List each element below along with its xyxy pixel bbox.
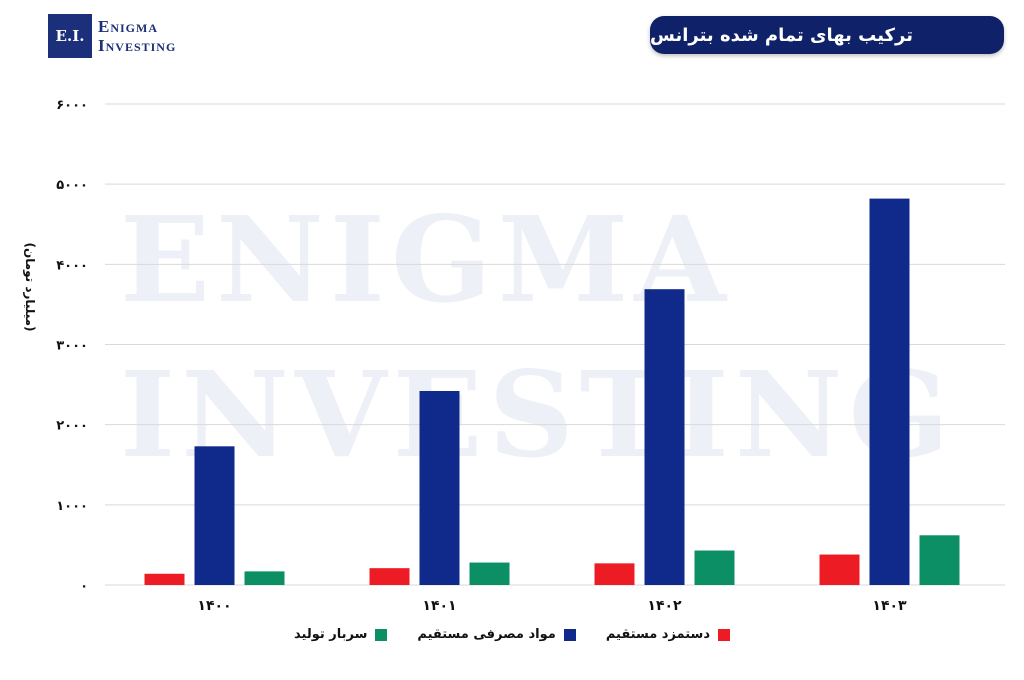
bar-0-1 [194, 446, 235, 585]
y-tick-label: ۴۰۰۰ [56, 258, 88, 273]
logo-text: Enigma Investing [98, 17, 176, 55]
bar-3-2 [919, 535, 960, 585]
bar-2-0 [594, 563, 635, 585]
brand-logo: E.I. Enigma Investing [48, 14, 176, 58]
logo-line1: Enigma [98, 17, 159, 36]
x-tick-label: ۱۴۰۳ [872, 598, 907, 614]
y-tick-label: ۰ [80, 579, 88, 594]
legend-item: سربار تولید [294, 627, 388, 642]
watermark-enigma: ENIGMA [120, 190, 732, 329]
y-tick-label: ۲۰۰۰ [56, 419, 88, 434]
bar-2-1 [644, 289, 685, 585]
bar-2-2 [694, 550, 735, 585]
logo-mark: E.I. [48, 14, 92, 58]
y-tick-label: ۵۰۰۰ [56, 178, 88, 193]
bar-0-0 [144, 573, 185, 585]
legend-item: دستمزد مستقیم [605, 627, 731, 642]
legend-label: دستمزد مستقیم [605, 627, 711, 642]
logo-line2: Investing [98, 36, 177, 55]
legend: دستمزد مستقیم مواد مصرفی مستقیم سربار تولی… [0, 627, 1024, 642]
x-tick-label: ۱۴۰۱ [422, 598, 456, 614]
x-tick-label: ۱۴۰۰ [197, 598, 231, 614]
y-tick-label: ۶۰۰۰ [56, 98, 88, 113]
bar-3-0 [819, 554, 860, 585]
y-tick-label: ۱۰۰۰ [56, 499, 88, 514]
bar-0-2 [244, 571, 285, 585]
legend-swatch [718, 628, 731, 641]
bar-1-1 [419, 390, 460, 585]
chart-title: ترکیب بهای تمام شده بترانس [650, 16, 1004, 54]
legend-swatch [375, 628, 388, 641]
watermark-investing: INVESTING [120, 345, 956, 484]
legend-label: مواد مصرفی مستقیم [417, 627, 556, 642]
legend-item: مواد مصرفی مستقیم [417, 627, 576, 642]
bar-1-2 [469, 562, 510, 585]
legend-swatch [563, 628, 576, 641]
legend-label: سربار تولید [294, 627, 368, 642]
bar-1-0 [369, 568, 410, 585]
bar-3-1 [869, 198, 910, 585]
x-tick-label: ۱۴۰۲ [647, 598, 682, 614]
y-tick-label: ۳۰۰۰ [56, 339, 88, 354]
